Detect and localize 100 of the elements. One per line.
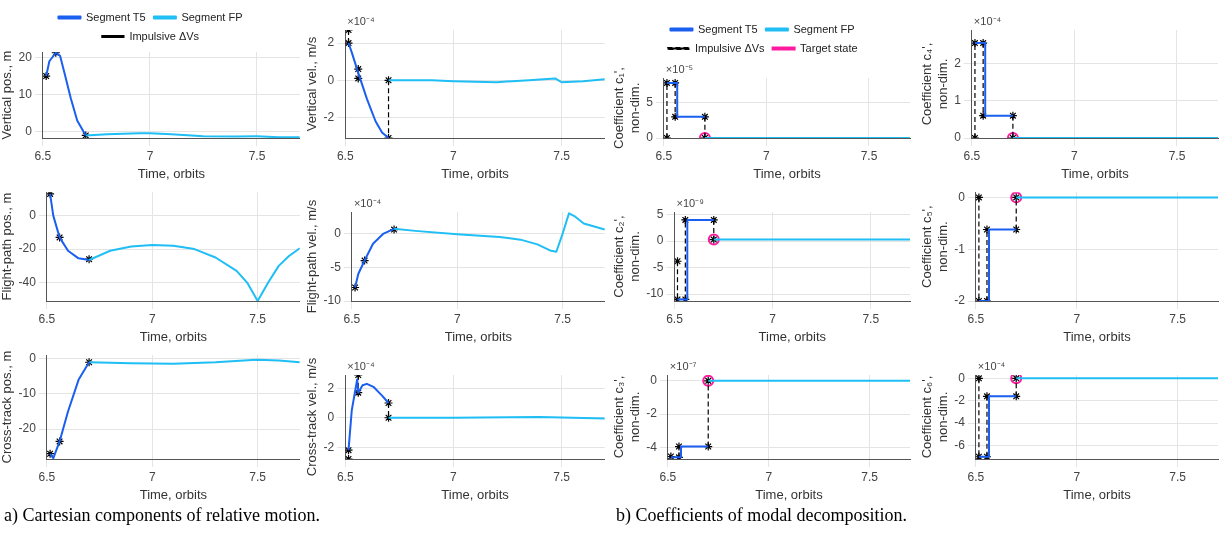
x-tick-label: 6.5 [336,469,354,484]
point [46,449,55,459]
legend-label: Impulsive ΔVs [694,41,766,54]
x-tick-label: 6.5 [967,311,985,326]
point [975,192,984,202]
x-tick-label: 7 [1073,311,1081,326]
x-axis-title: Time, orbits [1063,486,1132,502]
y-axis-title: Cross-track vel., m/s [304,357,320,477]
x-tick-label: 6.5 [659,469,677,484]
point [982,452,992,459]
y-tick-label: 0 [327,410,335,425]
x-tick-label: 7 [763,148,771,163]
y-tick-label: -2 [323,109,335,124]
x-tick-label: 6.5 [967,469,985,484]
point [389,224,399,235]
legend-label: Impulsive ΔVs [129,29,200,42]
x-axis-title: Time, orbits [444,328,513,344]
x-tick-label: 6.5 [336,148,354,163]
point [46,192,55,199]
x-tick-label: 6.5 [343,311,361,326]
x-tick-label: 6.5 [38,311,56,326]
y-tick-label: 1 [954,93,962,108]
y-tick-label: -1 [954,241,966,256]
y-tick-label: 0 [334,225,342,240]
y-axis-title: Coefficient c₃', non-dim. [611,375,642,459]
y-tick-label: -20 [18,241,37,256]
x-tick-label: 7.5 [861,469,879,484]
x-tick-label: 7 [146,148,154,163]
point [383,398,394,408]
point [674,256,683,266]
legend-label: Segment T5 [85,10,146,23]
point [54,436,65,447]
point [84,357,94,367]
x-tick-label: 6.5 [655,148,673,163]
legend-label: Segment FP [793,22,855,35]
x-tick-label: 7.5 [862,311,880,326]
x-tick-label: 7 [1073,469,1081,484]
legend-label: Segment FP [181,10,243,23]
y-axis-title: Vertical pos., m [0,50,15,140]
x-tick-label: 6.5 [34,148,52,163]
point [670,112,680,122]
y-tick-label: -2 [646,406,658,421]
point [674,294,683,301]
y-tick-label: 2 [327,35,335,50]
point [81,130,91,138]
x-tick-label: 7 [148,469,156,484]
point [663,78,672,88]
x-tick-label: 7.5 [1169,311,1187,326]
chart-subtitle: ×10⁻⁷ [669,359,697,372]
x-tick-label: 7 [148,311,156,326]
x-tick-label: 6.5 [38,469,56,484]
y-tick-label: 0 [25,124,33,139]
point [700,112,710,122]
x-tick-label: 7.5 [554,311,572,326]
x-tick-label: 7.5 [553,469,571,484]
legend-label: Target state [800,41,858,54]
y-tick-label: 5 [656,206,664,221]
x-axis-title: Time, orbits [139,486,208,502]
x-tick-label: 7.5 [1169,469,1187,484]
y-tick-label: 0 [656,233,664,248]
chart-subtitle: ×10⁻⁴ [347,14,375,27]
x-tick-label: 7.5 [249,469,267,484]
point [703,441,713,452]
y-tick-label: 2 [327,380,335,395]
y-axis-title: Vertical vel., m/s [304,36,320,132]
point [674,441,684,452]
y-tick-label: -10 [646,286,664,301]
point [667,451,676,459]
y-axis-title: Flight-path pos., m [0,192,15,301]
point [345,445,354,455]
x-tick-label: 6.5 [666,311,684,326]
text: b) Coefficients of modal decomposition. [616,505,908,526]
point [345,38,354,48]
point [680,294,690,301]
chart-subtitle: ×10⁻⁴ [973,14,1002,27]
x-tick-label: 7 [453,311,461,326]
point [42,71,51,81]
text: a) Cartesian components of relative motion. [4,505,320,526]
point [351,282,360,293]
y-tick-label: 0 [29,351,37,366]
y-tick-label: -2 [323,439,335,454]
y-tick-label: -40 [18,274,37,289]
y-tick-label: -10 [18,386,37,401]
x-axis-title: Time, orbits [755,486,824,502]
chart-subtitle: ×10⁻⁴ [977,359,1006,372]
y-tick-label: 2 [954,55,962,70]
x-tick-label: 7 [769,311,777,326]
x-axis-title: Time, orbits [1063,328,1132,344]
x-axis-title: Time, orbits [753,165,822,181]
y-tick-label: -20 [18,421,37,436]
point [1011,391,1021,401]
point [975,452,984,459]
point [84,254,94,264]
point [975,375,984,383]
y-tick-label: -10 [323,293,342,308]
chart-subtitle: ×10⁻⁵ [665,62,694,75]
x-tick-label: 7.5 [248,148,266,163]
point [353,73,363,84]
x-axis-title: Time, orbits [139,328,208,344]
y-axis-title: Cross-track pos., m [0,350,15,464]
